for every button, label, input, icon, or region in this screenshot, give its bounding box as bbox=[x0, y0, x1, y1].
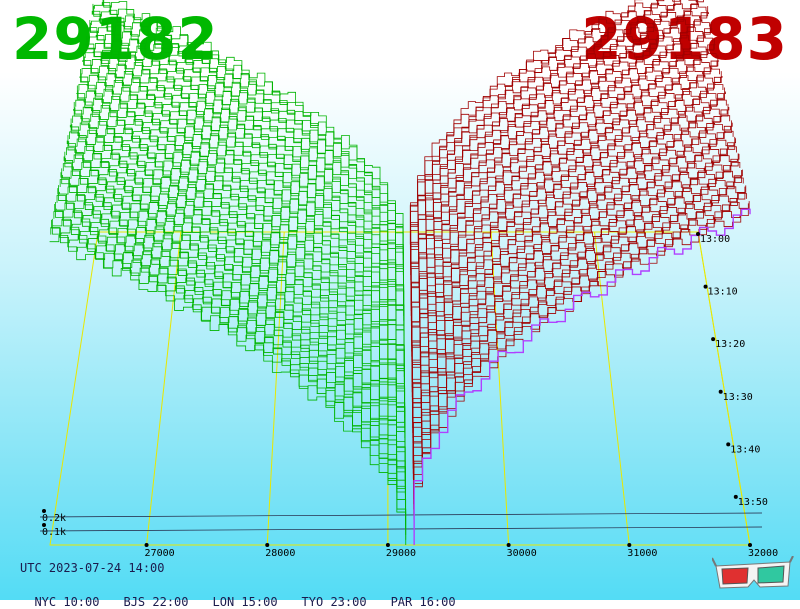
bid-depth-curve bbox=[59, 185, 406, 489]
price-tick-mark bbox=[386, 543, 390, 547]
bid-depth-curve bbox=[52, 219, 405, 530]
time-tick-label: 13:50 bbox=[738, 497, 768, 508]
depth-reference-line bbox=[40, 513, 762, 517]
ask-depth-curve bbox=[413, 162, 739, 484]
bid-depth-curve bbox=[77, 93, 405, 371]
ask-depth-curve bbox=[413, 107, 729, 418]
ask-depth-curve bbox=[412, 87, 724, 392]
price-tick-mark bbox=[145, 543, 149, 547]
price-gridline bbox=[267, 232, 284, 545]
zone-tyo: TYO 23:00 bbox=[302, 595, 367, 609]
price-tick-mark bbox=[748, 543, 752, 547]
bid-depth-curve bbox=[62, 168, 405, 468]
bid-depth-curve bbox=[54, 211, 406, 519]
ask-depth-curve bbox=[414, 194, 747, 525]
bid-depth-curve bbox=[57, 195, 405, 499]
bid-depth-curve bbox=[63, 164, 405, 459]
bid-depth-curve bbox=[51, 228, 406, 540]
bid-depth-curve bbox=[56, 203, 405, 504]
ask-depth-curve bbox=[412, 104, 728, 413]
depth-tick-label: 0.2k bbox=[42, 513, 66, 524]
bid-depth-curve bbox=[60, 180, 405, 479]
price-tick-label: 31000 bbox=[627, 548, 657, 559]
price-tick-label: 30000 bbox=[507, 548, 537, 559]
timezones: NYC 10:00 BJS 22:00 LON 15:00 TYO 23:00 PAR … bbox=[20, 581, 480, 609]
zone-par: PAR 16:00 bbox=[391, 595, 456, 609]
ask-depth-curve bbox=[414, 209, 750, 545]
bid-depth-curve bbox=[94, 6, 403, 260]
time-tick-label: 13:10 bbox=[708, 287, 738, 298]
zone-lon: LON 15:00 bbox=[213, 595, 278, 609]
bid-depth-curve bbox=[83, 61, 404, 332]
price-tick-mark bbox=[265, 543, 269, 547]
zone-nyc: NYC 10:00 bbox=[34, 595, 99, 609]
bid-depth-curve bbox=[73, 109, 404, 392]
time-tick-label: 13:20 bbox=[715, 339, 745, 350]
ask-depth-curve bbox=[413, 120, 732, 433]
bid-depth-curve bbox=[55, 202, 405, 509]
time-tick-label: 13:40 bbox=[730, 444, 760, 455]
floor-outline bbox=[50, 232, 750, 545]
bid-depth-curve bbox=[66, 148, 404, 438]
bid-depth-curve bbox=[58, 188, 405, 494]
zone-bjs: BJS 22:00 bbox=[123, 595, 188, 609]
ask-depth-curve bbox=[413, 154, 739, 479]
price-tick-mark bbox=[627, 543, 631, 547]
time-tick-label: 13:30 bbox=[723, 392, 753, 403]
price-gridline bbox=[595, 232, 630, 545]
price-tick-mark bbox=[507, 543, 511, 547]
price-tick-label: 27000 bbox=[145, 548, 175, 559]
price-tick-label: 28000 bbox=[265, 548, 295, 559]
depth-tick-label: 0.1k bbox=[42, 527, 66, 538]
time-tick-label: 13:00 bbox=[700, 234, 730, 245]
utc-time: UTC 2023-07-24 14:00 bbox=[20, 561, 165, 575]
price-tick-label: 29000 bbox=[386, 548, 416, 559]
bid-depth-curve bbox=[86, 44, 404, 311]
bid-depth-curve bbox=[68, 135, 405, 428]
ask-depth-curve bbox=[411, 22, 711, 310]
3d-glasses-icon[interactable] bbox=[712, 556, 794, 594]
bid-depth-curve bbox=[52, 220, 406, 535]
ask-depth-curve bbox=[414, 178, 744, 504]
bid-depth-curve bbox=[66, 155, 405, 443]
